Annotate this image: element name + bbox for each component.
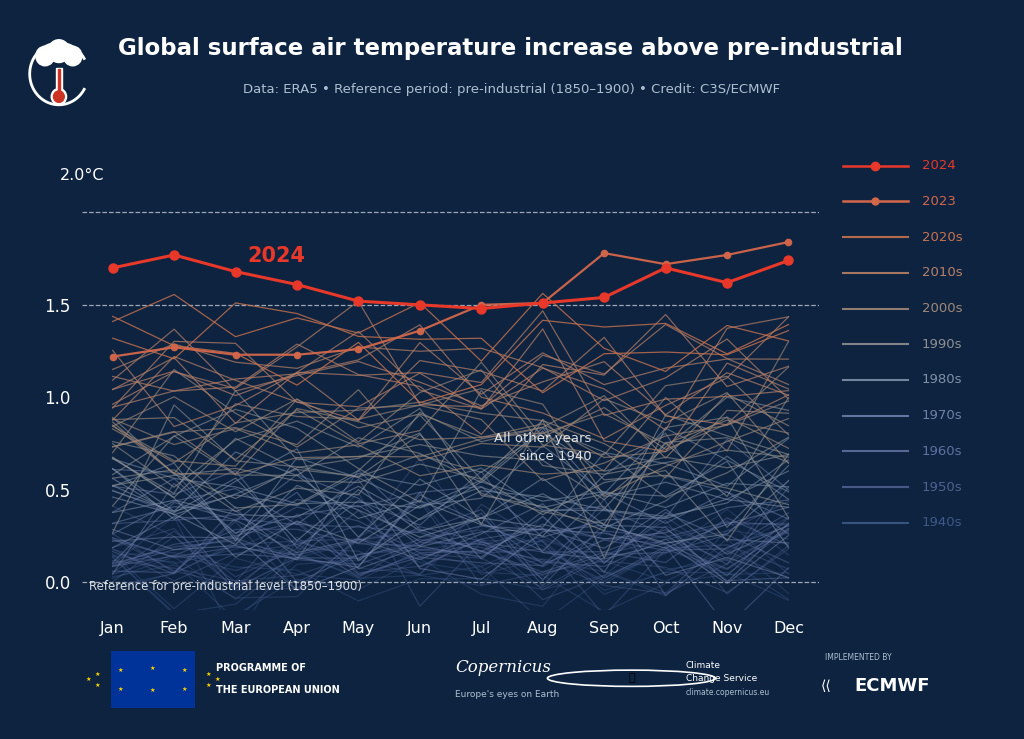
Text: Reference for pre-industrial level (1850–1900): Reference for pre-industrial level (1850… (89, 579, 362, 593)
Text: 2024: 2024 (248, 246, 306, 266)
Text: All other years
since 1940: All other years since 1940 (495, 432, 592, 463)
Bar (58, 69, 59, 92)
Text: ★: ★ (206, 683, 211, 688)
FancyBboxPatch shape (111, 652, 195, 708)
Text: 1950s: 1950s (922, 480, 963, 494)
Text: 1980s: 1980s (922, 373, 963, 386)
Circle shape (48, 40, 70, 63)
Text: Global surface air temperature increase above pre-industrial: Global surface air temperature increase … (118, 37, 902, 60)
Text: Change Service: Change Service (686, 674, 757, 683)
Text: ★: ★ (150, 667, 156, 671)
Text: THE EUROPEAN UNION: THE EUROPEAN UNION (216, 684, 340, 695)
Text: Europe's eyes on Earth: Europe's eyes on Earth (455, 690, 559, 699)
Circle shape (63, 47, 82, 66)
Text: climate.copernicus.eu: climate.copernicus.eu (686, 687, 770, 697)
Text: 1990s: 1990s (922, 338, 963, 351)
Text: 2024: 2024 (922, 159, 955, 172)
Text: 2020s: 2020s (922, 231, 963, 244)
Text: 2.0°C: 2.0°C (59, 168, 103, 183)
Text: Climate: Climate (686, 661, 721, 670)
Text: 2010s: 2010s (922, 266, 963, 279)
Circle shape (53, 91, 65, 102)
Circle shape (51, 89, 67, 105)
Text: 1970s: 1970s (922, 409, 963, 422)
Circle shape (36, 47, 54, 66)
Text: ECMWF: ECMWF (854, 678, 930, 695)
Text: ★: ★ (182, 687, 187, 692)
Text: ★: ★ (214, 678, 220, 682)
Bar (56, 68, 62, 95)
Text: ★: ★ (86, 678, 91, 682)
Text: ★: ★ (206, 672, 211, 677)
Text: ★: ★ (118, 668, 124, 672)
Text: 1940s: 1940s (922, 517, 963, 529)
Text: ★: ★ (182, 668, 187, 672)
Text: 2023: 2023 (922, 195, 955, 208)
Text: 1960s: 1960s (922, 445, 963, 458)
Text: ★: ★ (118, 687, 124, 692)
Text: PROGRAMME OF: PROGRAMME OF (216, 663, 306, 672)
Text: ★: ★ (94, 683, 100, 688)
Text: ⟨⟨: ⟨⟨ (820, 679, 831, 693)
Text: IMPLEMENTED BY: IMPLEMENTED BY (824, 653, 891, 661)
Text: ★: ★ (150, 689, 156, 693)
Text: Data: ERA5 • Reference period: pre-industrial (1850–1900) • Credit: C3S/ECMWF: Data: ERA5 • Reference period: pre-indus… (244, 83, 780, 96)
Text: 🌡: 🌡 (628, 673, 635, 684)
Text: Copernicus: Copernicus (455, 659, 551, 676)
Text: 2000s: 2000s (922, 302, 963, 315)
Text: ★: ★ (94, 672, 100, 677)
